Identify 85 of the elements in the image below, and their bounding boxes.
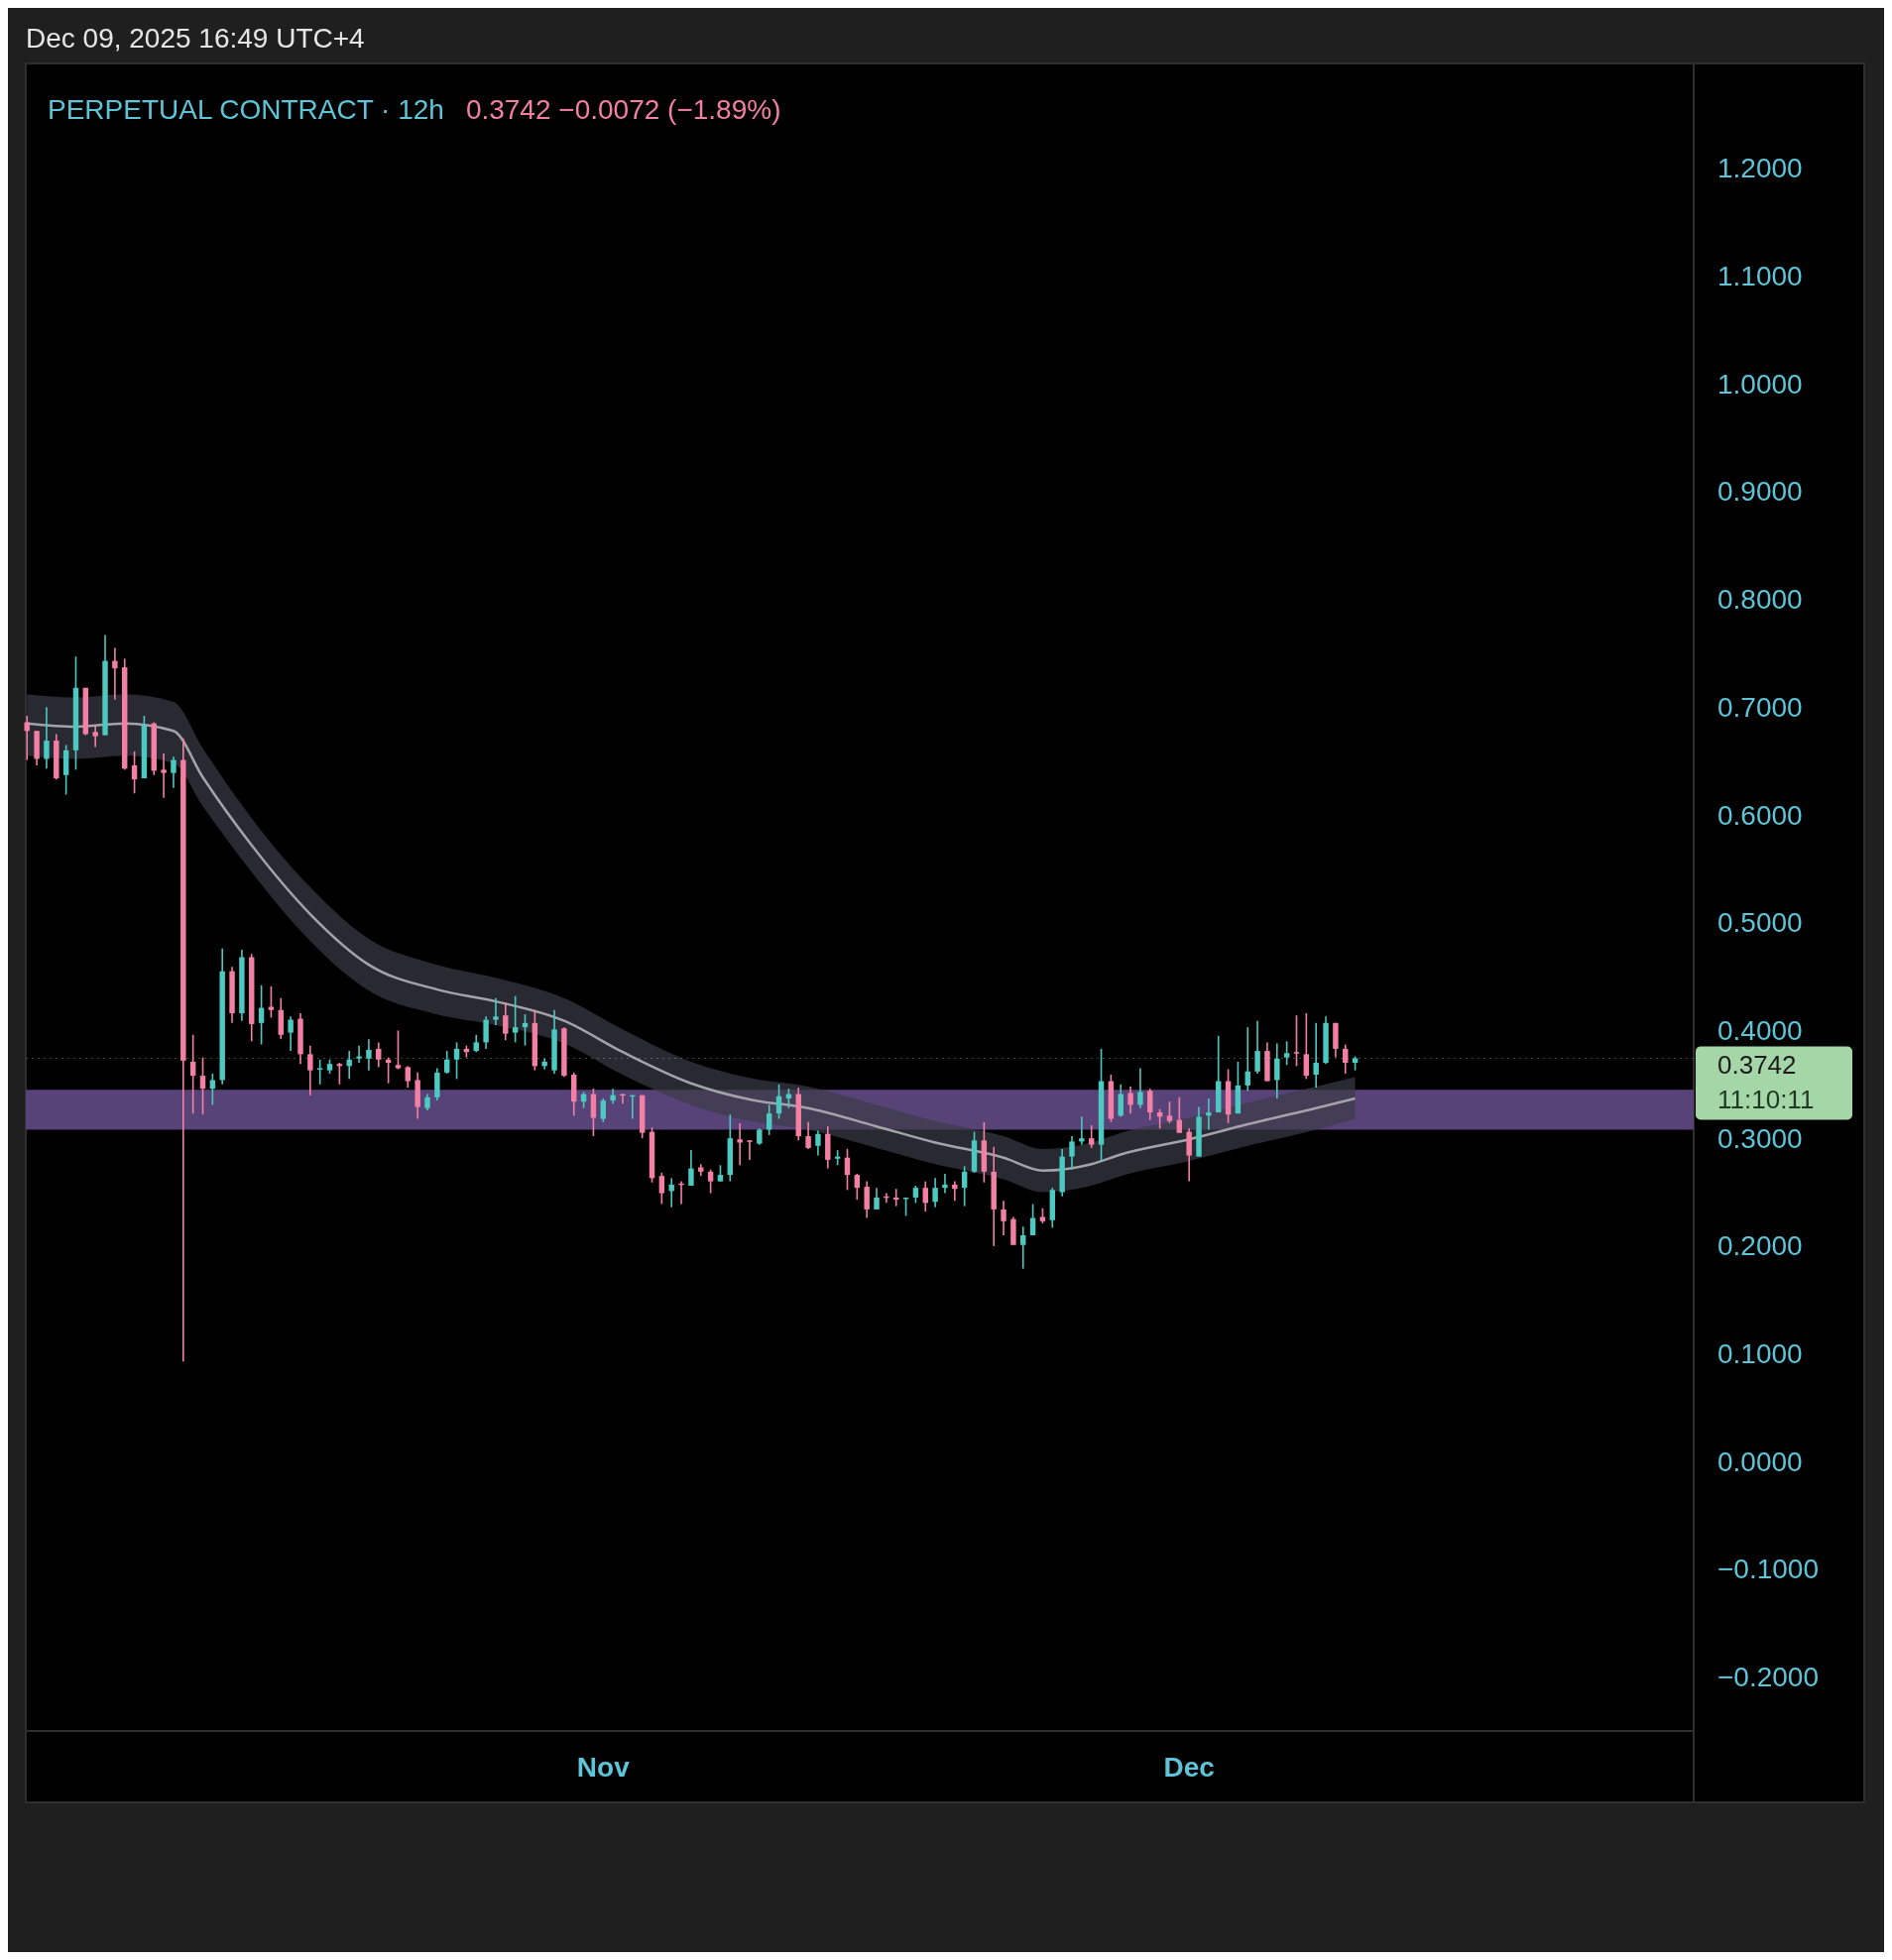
candlestick [854, 1173, 861, 1201]
candlestick [356, 1044, 362, 1064]
candlestick [1088, 1124, 1095, 1149]
text: PERPETUAL CONTRACT · 12h [48, 94, 444, 125]
candlestick [1147, 1088, 1153, 1121]
candlestick [1244, 1026, 1250, 1093]
y-tick-label: 0.7000 [1717, 691, 1803, 723]
candlestick [932, 1177, 938, 1209]
candlestick [92, 725, 98, 749]
ref-line-label: 0.3742 [1717, 1050, 1797, 1081]
x-tick-label: Dec [1163, 1751, 1215, 1783]
candlestick [864, 1180, 870, 1219]
candlestick [1283, 1040, 1290, 1067]
x-tick-label: Nov [576, 1751, 631, 1783]
candlestick [1127, 1086, 1133, 1114]
y-tick-label: 0.6000 [1717, 799, 1803, 831]
text: 11:10:11 [1717, 1085, 1815, 1115]
candlestick [258, 983, 265, 1046]
candlestick [1274, 1042, 1280, 1099]
candlestick [288, 1015, 294, 1052]
y-tick-label: 0.2000 [1717, 1230, 1803, 1262]
candlestick [1020, 1225, 1026, 1270]
candlestick [952, 1180, 958, 1202]
candlestick [1029, 1203, 1036, 1236]
candlestick [376, 1041, 382, 1069]
candlestick [444, 1050, 450, 1075]
candlestick [405, 1065, 412, 1089]
candlestick [1166, 1100, 1173, 1124]
text: Dec 09, 2025 16:49 UTC+4 [26, 23, 365, 54]
candlestick [366, 1038, 372, 1072]
y-tick-label: 0.4000 [1717, 1014, 1803, 1046]
candlestick [1001, 1200, 1006, 1236]
candlestick [209, 1073, 216, 1106]
candlestick [307, 1044, 313, 1096]
candlestick [316, 1058, 323, 1086]
candlestick [189, 1033, 196, 1114]
candlestick [922, 1180, 928, 1212]
candlestick [44, 706, 50, 770]
candlestick [688, 1149, 694, 1187]
candlestick [600, 1097, 606, 1123]
candlestick [1137, 1067, 1143, 1109]
y-tick-label: 0.0000 [1717, 1445, 1803, 1477]
candlestick [1303, 1012, 1310, 1081]
candlestick [1206, 1097, 1212, 1131]
candlestick [775, 1083, 782, 1120]
candlestick [1313, 1022, 1319, 1089]
candlestick [961, 1165, 968, 1208]
candlestick [844, 1148, 851, 1192]
y-tick-label: 0.1000 [1717, 1338, 1803, 1370]
candlestick [453, 1041, 460, 1081]
candlestick [512, 994, 519, 1044]
candlestick [131, 750, 138, 795]
candlestick [766, 1103, 772, 1136]
candlestick [503, 1001, 509, 1042]
candlestick [805, 1121, 811, 1150]
candlestick [493, 997, 499, 1026]
candlestick [1293, 1014, 1300, 1068]
y-tick-label: 1.2000 [1717, 153, 1803, 184]
candlestick [161, 752, 167, 799]
candlestick [815, 1129, 821, 1157]
y-tick-label: 0.3000 [1717, 1122, 1803, 1154]
candlestick [1254, 1019, 1260, 1075]
text: 0.3742 −0.0072 (−1.89%) [465, 94, 781, 125]
candlestick [658, 1172, 665, 1206]
candlestick [942, 1173, 948, 1195]
candlestick [737, 1122, 743, 1167]
y-tick-label: 0.9000 [1717, 476, 1803, 508]
y-tick-label: 1.1000 [1717, 261, 1803, 292]
candlestick [112, 646, 118, 701]
candlestick [171, 755, 177, 789]
y-tick-label: 0.5000 [1717, 907, 1803, 939]
y-tick-label: −0.2000 [1717, 1662, 1819, 1693]
candlestick [874, 1187, 880, 1211]
y-tick-label: 1.0000 [1717, 368, 1803, 400]
candlestick [1176, 1096, 1183, 1134]
candlestick [1079, 1115, 1085, 1146]
candlestick [1343, 1043, 1349, 1075]
candlestick [483, 1015, 489, 1050]
candlestick [707, 1168, 714, 1195]
y-tick-label: −0.1000 [1717, 1554, 1819, 1585]
candlestick [1186, 1127, 1192, 1183]
candlestick [747, 1139, 753, 1161]
y-tick-label: 0.8000 [1717, 584, 1803, 616]
candlestick [1069, 1135, 1075, 1171]
candlestick [199, 1056, 206, 1116]
